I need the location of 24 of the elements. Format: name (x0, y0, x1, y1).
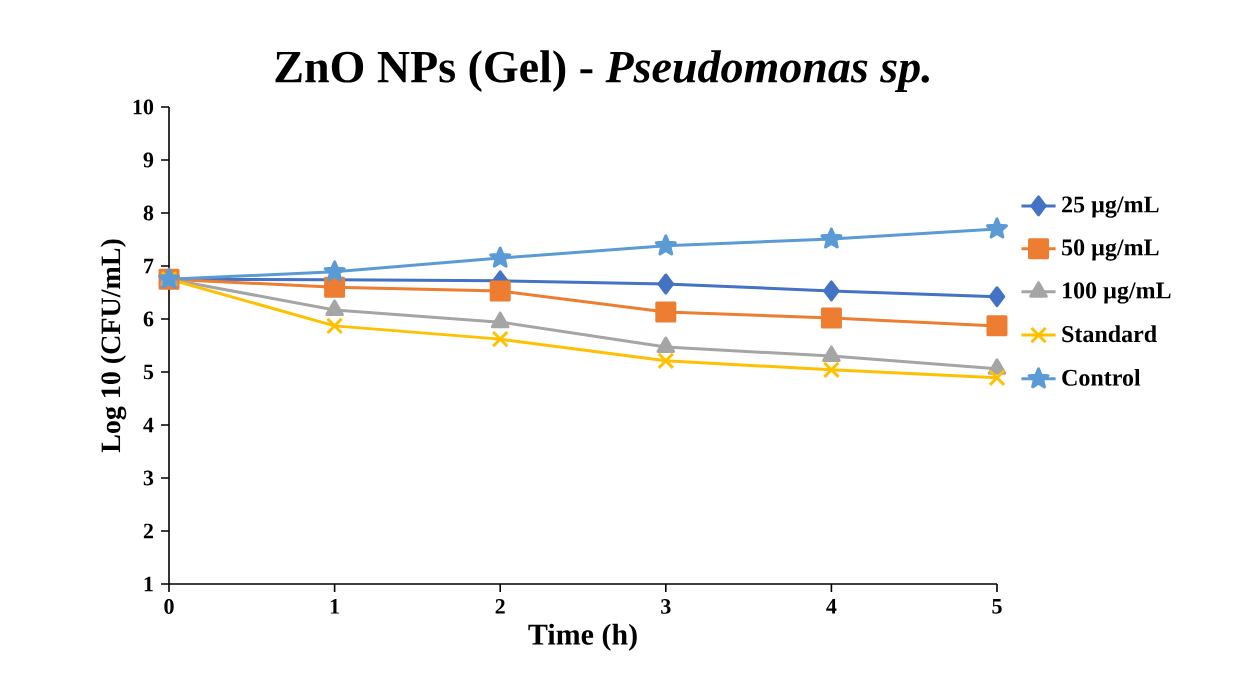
legend-label: 25 µg/mL (1062, 196, 1159, 218)
x-tick-label: 3 (661, 599, 671, 614)
y-tick-label: 9 (143, 152, 154, 168)
x-tick-label: 5 (992, 599, 1002, 614)
y-tick-label: 7 (144, 258, 154, 274)
legend-label: Standard (1062, 325, 1157, 343)
x-tick-label: 4 (826, 599, 837, 614)
y-tick-label: 4 (143, 417, 154, 433)
y-tick-label: 10 (133, 99, 154, 115)
y-tick-label: 1 (144, 576, 153, 592)
legend-label: 100 µg/mL (1063, 282, 1171, 304)
legend-label: Control (1062, 368, 1141, 386)
legend-label: 50 µg/mL (1062, 239, 1159, 261)
y-tick-label: 3 (143, 470, 154, 486)
y-tick-label: 8 (143, 205, 154, 221)
y-tick-label: 6 (143, 311, 154, 327)
x-tick-label: 1 (330, 599, 339, 614)
y-axis-title: Log 10 (CFU/mL) (100, 239, 127, 453)
chart-title: ZnO NPs (Gel) - Pseudomonas sp. (275, 50, 929, 92)
x-axis-title: Time (h) (528, 623, 637, 651)
y-tick-label: 2 (143, 523, 153, 539)
y-tick-label: 5 (143, 364, 154, 380)
x-tick-label: 0 (164, 599, 174, 614)
x-tick-label: 2 (495, 599, 505, 614)
